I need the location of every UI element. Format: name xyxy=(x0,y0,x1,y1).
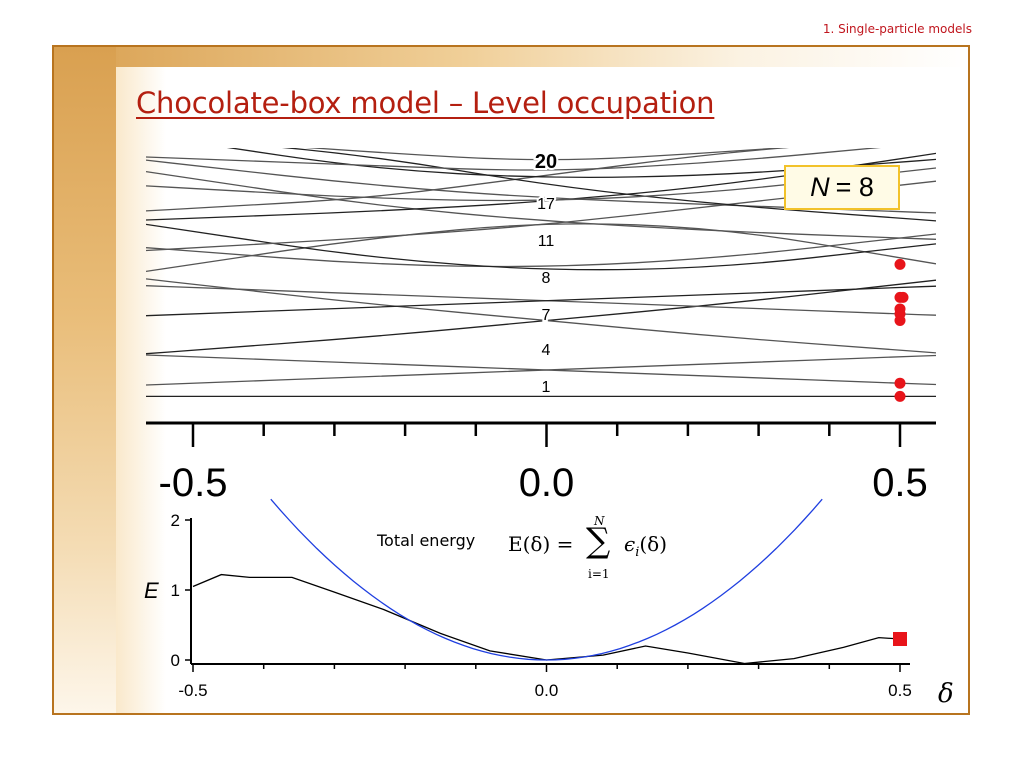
frame-side-bar xyxy=(54,47,166,713)
level-line xyxy=(146,223,936,271)
level-line xyxy=(146,279,936,355)
energy-x-tick-label: 0.5 xyxy=(888,681,912,700)
formula-sum-upper: N xyxy=(594,514,605,528)
level-line xyxy=(146,354,936,386)
particle-count-symbol: N xyxy=(810,172,830,202)
section-label: 1. Single-particle models xyxy=(822,22,972,36)
top-axis-tick-label: 0.5 xyxy=(872,461,928,505)
energy-y-tick-label: 1 xyxy=(171,581,180,600)
top-x-axis: -0.5 0.0 0.5 xyxy=(146,421,936,505)
energy-axes: 0 1 2 -0.5 0.0 0.5 Eδ xyxy=(144,511,954,709)
level-labels: 20 17 11 8 7 4 1 xyxy=(533,149,559,398)
level-line xyxy=(146,285,936,317)
level-label: 17 xyxy=(537,196,555,213)
level-line xyxy=(305,148,788,161)
level-label: 1 xyxy=(542,379,551,396)
occupation-point xyxy=(894,390,906,402)
particle-count-value: = 8 xyxy=(835,172,874,202)
top-axis-tick-label: -0.5 xyxy=(159,461,228,505)
level-line xyxy=(146,170,936,240)
level-label: 20 xyxy=(535,151,557,173)
level-line xyxy=(146,148,790,212)
level-label: 7 xyxy=(542,307,551,324)
frame-top-bar xyxy=(54,47,968,67)
level-label: 8 xyxy=(542,270,551,287)
occupation-points xyxy=(894,258,909,402)
level-line xyxy=(146,285,936,316)
level-label: 11 xyxy=(538,233,555,250)
occupation-point xyxy=(894,303,906,315)
formula-rhs-arg: (δ) xyxy=(639,532,668,556)
energy-x-tick-label: 0.0 xyxy=(535,681,559,700)
ground-state-marker xyxy=(893,632,907,646)
particle-count-badge: N = 8 xyxy=(784,165,900,210)
level-line xyxy=(146,148,882,171)
energy-y-tick-label: 2 xyxy=(171,511,180,530)
energy-curves xyxy=(192,498,907,665)
energy-x-tick-label: -0.5 xyxy=(178,681,207,700)
slide-title: Chocolate-box model – Level occupation xyxy=(136,86,715,120)
level-line xyxy=(146,223,936,273)
reference-parabola xyxy=(270,498,823,661)
formula-rhs-symbol: ϵ xyxy=(624,532,636,556)
energy-x-axis-label: δ xyxy=(938,679,954,709)
level-label: 4 xyxy=(542,342,551,359)
occupation-point xyxy=(894,258,906,270)
occupation-point xyxy=(897,291,909,303)
formula-rhs: ϵi(δ) xyxy=(624,532,667,560)
level-line xyxy=(146,278,936,354)
energy-y-axis-label: E xyxy=(144,578,159,603)
total-energy-formula: E(δ) = N ∑ i=1 ϵi(δ) xyxy=(508,512,688,592)
formula-sum-lower: i=1 xyxy=(588,567,610,581)
formula-sum-symbol: ∑ xyxy=(586,521,611,561)
top-axis-tick-label: 0.0 xyxy=(519,461,575,505)
total-energy-caption: Total energy xyxy=(377,531,476,550)
formula-rhs-sub: i xyxy=(635,545,640,560)
occupation-point xyxy=(894,377,906,389)
energy-y-tick-label: 0 xyxy=(171,651,180,670)
total-energy-curve xyxy=(192,573,901,665)
level-line xyxy=(146,354,936,386)
formula-lhs: E(δ) = xyxy=(508,532,574,556)
